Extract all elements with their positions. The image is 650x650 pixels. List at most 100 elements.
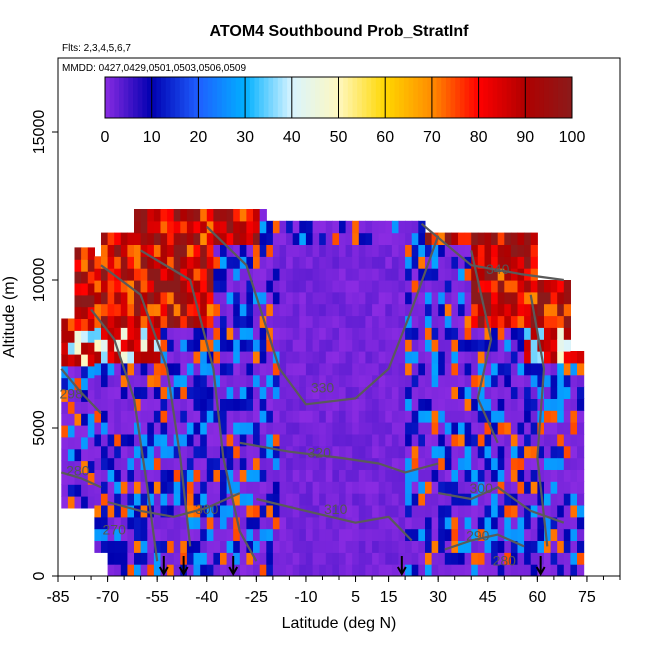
heatmap-cell <box>101 422 109 435</box>
heatmap-cell <box>385 268 393 281</box>
heatmap-cell <box>266 374 274 388</box>
heatmap-cell <box>557 505 565 518</box>
heatmap-cell <box>94 339 102 352</box>
heatmap-cell <box>140 410 148 423</box>
heatmap-cell <box>458 256 466 269</box>
heatmap-cell <box>107 433 115 447</box>
heatmap-cell <box>411 505 419 518</box>
heatmap-cell <box>153 540 162 553</box>
heatmap-cell <box>312 505 320 518</box>
heatmap-cell <box>140 564 148 576</box>
heatmap-cell <box>524 315 532 328</box>
heatmap-cell <box>193 280 201 293</box>
heatmap-cell <box>114 362 122 376</box>
heatmap-cell <box>405 362 413 376</box>
colorbar-swatch <box>427 77 433 118</box>
heatmap-cell <box>444 469 452 482</box>
heatmap-cell <box>431 433 439 447</box>
x-tick-label: 15 <box>380 589 398 606</box>
heatmap-cell <box>160 256 168 269</box>
heatmap-cell <box>153 469 162 482</box>
colorbar-swatch <box>389 77 396 118</box>
heatmap-cell <box>544 469 552 482</box>
heatmap-cell <box>491 422 499 435</box>
heatmap-cell <box>87 354 95 367</box>
heatmap-cell <box>233 481 241 494</box>
heatmap-cell <box>266 351 274 364</box>
heatmap-cell <box>213 256 221 269</box>
heatmap-cell <box>411 516 419 530</box>
heatmap-cell <box>134 398 142 411</box>
colorbar-swatch <box>333 77 339 118</box>
heatmap-cell <box>557 374 565 388</box>
heatmap-cell <box>471 339 479 352</box>
heatmap-cell <box>358 232 366 245</box>
heatmap-cell <box>358 374 366 388</box>
heatmap-cell <box>325 268 333 281</box>
heatmap-cell <box>385 291 393 305</box>
heatmap-cell <box>312 433 320 447</box>
chart-note: MMDD: 0427,0429,0501,0503,0506,0509 <box>62 63 246 74</box>
heatmap-cell <box>405 410 413 423</box>
heatmap-cell <box>74 472 82 485</box>
heatmap-cell <box>220 410 228 423</box>
colorbar-swatch <box>315 77 321 118</box>
heatmap-cell <box>391 457 400 470</box>
heatmap-cell <box>431 256 439 269</box>
heatmap-cell <box>61 413 69 426</box>
heatmap-cell <box>563 552 571 565</box>
heatmap-cell <box>153 280 162 293</box>
heatmap-cell <box>239 457 247 470</box>
heatmap-cell <box>259 256 267 269</box>
heatmap-cell <box>345 433 353 447</box>
heatmap-cell <box>87 283 95 296</box>
heatmap-cell <box>299 327 307 340</box>
heatmap-cell <box>358 516 366 530</box>
heatmap-cell <box>510 374 519 388</box>
heatmap-cell <box>544 552 552 565</box>
colorbar-swatch <box>343 77 349 118</box>
heatmap-cell <box>510 232 519 245</box>
contour-line <box>60 471 102 489</box>
heatmap-cell <box>477 540 485 553</box>
colorbar-swatch <box>217 77 223 118</box>
heatmap-cell <box>140 209 148 222</box>
heatmap-cell <box>570 564 578 576</box>
heatmap-cell <box>319 268 327 281</box>
heatmap-cell <box>226 422 234 435</box>
heatmap-cell <box>418 481 426 494</box>
heatmap-cell <box>87 436 95 450</box>
heatmap-cell <box>557 386 565 399</box>
heatmap-cell <box>61 436 69 450</box>
heatmap-cell <box>352 374 360 388</box>
heatmap-cell <box>345 374 353 388</box>
heatmap-cell <box>557 457 565 470</box>
heatmap-cell <box>444 327 452 340</box>
heatmap-cell <box>365 327 373 340</box>
heatmap-cell <box>391 445 400 459</box>
heatmap-cell <box>140 303 148 317</box>
heatmap-cell <box>127 291 135 305</box>
heatmap-cell <box>127 268 135 281</box>
heatmap-cell <box>114 398 122 411</box>
heatmap-cell <box>226 445 234 459</box>
heatmap-cell <box>504 303 512 317</box>
colorbar-tick-label: 90 <box>516 129 534 146</box>
heatmap-cell <box>550 493 558 506</box>
heatmap-cell <box>524 362 532 376</box>
heatmap-cell <box>471 528 479 541</box>
heatmap-cell <box>134 362 142 376</box>
heatmap-cell <box>81 413 89 426</box>
heatmap-cell <box>464 351 472 364</box>
heatmap-cell <box>365 220 373 234</box>
colorbar-swatch <box>249 77 255 118</box>
heatmap-cell <box>398 291 406 305</box>
heatmap-cell <box>180 280 188 293</box>
heatmap-cell <box>425 232 433 245</box>
heatmap-cell <box>239 303 247 317</box>
heatmap-cell <box>544 398 552 411</box>
heatmap-cell <box>391 280 400 293</box>
heatmap-cell <box>504 256 512 269</box>
heatmap-cell <box>550 457 558 470</box>
heatmap-cell <box>398 398 406 411</box>
